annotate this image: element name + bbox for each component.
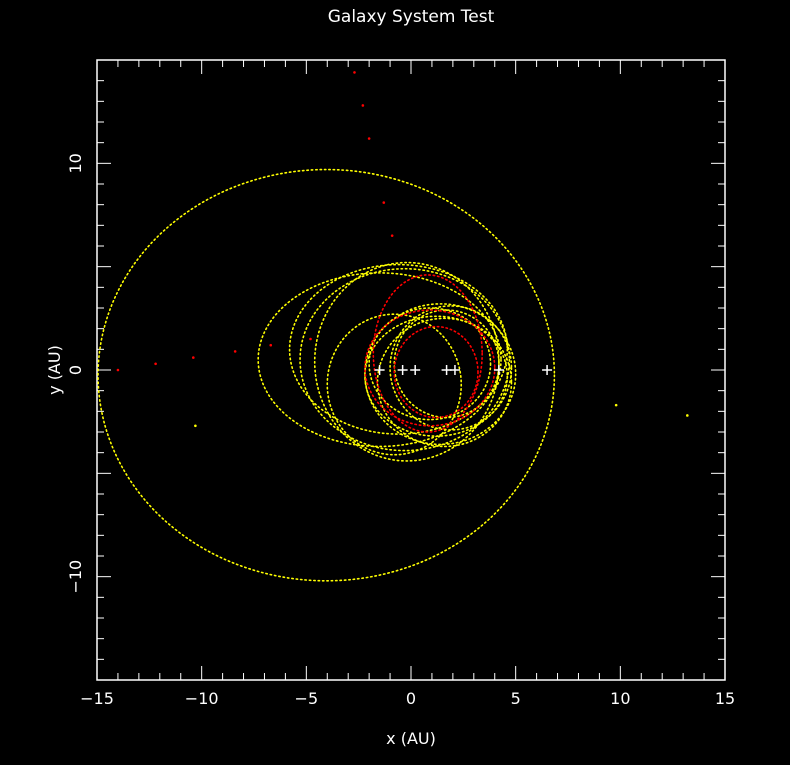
yellow-orbit bbox=[368, 307, 492, 421]
yellow-orbits bbox=[97, 168, 556, 582]
yellow-orbit bbox=[257, 272, 502, 448]
yellow-orbit bbox=[376, 317, 513, 448]
red-point bbox=[154, 362, 157, 366]
yellow-orbit bbox=[326, 313, 463, 456]
plus-marker bbox=[410, 365, 421, 375]
red-point bbox=[116, 368, 120, 372]
yellow-orbit bbox=[299, 267, 511, 452]
plus-markers bbox=[374, 365, 553, 375]
red-point bbox=[353, 71, 356, 74]
x-axis-label: x (AU) bbox=[386, 729, 436, 748]
yellow-orbit bbox=[364, 315, 509, 437]
red-point bbox=[390, 234, 394, 237]
yellow-orbit bbox=[288, 263, 509, 435]
scattered-points bbox=[116, 71, 689, 428]
yellow-point bbox=[614, 403, 618, 407]
y-tick-labels: −10 0 10 bbox=[66, 153, 85, 593]
red-point bbox=[367, 137, 371, 140]
yellow-orbit bbox=[389, 305, 513, 431]
red-orbit bbox=[393, 325, 479, 419]
red-orbits bbox=[364, 274, 496, 433]
red-orbit bbox=[372, 274, 483, 433]
x-tick-label: −10 bbox=[185, 689, 219, 708]
plus-marker bbox=[542, 365, 553, 375]
x-tick-label: −5 bbox=[295, 689, 319, 708]
yellow-point bbox=[194, 424, 197, 428]
plus-marker bbox=[374, 365, 385, 375]
x-tick-labels: −15 −10 −5 0 5 10 15 bbox=[80, 689, 735, 708]
x-tick-label: 5 bbox=[511, 689, 521, 708]
x-tick-label: −15 bbox=[80, 689, 114, 708]
x-tick-label: 0 bbox=[406, 689, 416, 708]
red-point bbox=[191, 356, 195, 359]
red-orbit bbox=[364, 309, 496, 427]
plus-marker bbox=[493, 365, 504, 375]
yellow-orbit bbox=[313, 261, 500, 462]
y-tick-label: −10 bbox=[66, 560, 85, 594]
axis-ticks bbox=[96, 59, 726, 681]
yellow-orbit bbox=[97, 168, 556, 582]
plus-marker bbox=[449, 365, 460, 375]
y-tick-label: 0 bbox=[66, 365, 85, 375]
plus-marker bbox=[441, 365, 452, 375]
red-point bbox=[309, 337, 312, 341]
chart-title: Galaxy System Test bbox=[328, 7, 495, 27]
y-axis-label: y (AU) bbox=[45, 345, 64, 395]
yellow-point bbox=[686, 414, 689, 417]
x-tick-label: 15 bbox=[715, 689, 735, 708]
y-tick-label: 10 bbox=[66, 153, 85, 173]
red-point bbox=[233, 350, 237, 353]
red-point bbox=[382, 201, 386, 204]
red-point bbox=[361, 104, 365, 107]
plus-marker bbox=[397, 365, 408, 375]
x-tick-label: 10 bbox=[610, 689, 630, 708]
red-point bbox=[269, 343, 273, 347]
